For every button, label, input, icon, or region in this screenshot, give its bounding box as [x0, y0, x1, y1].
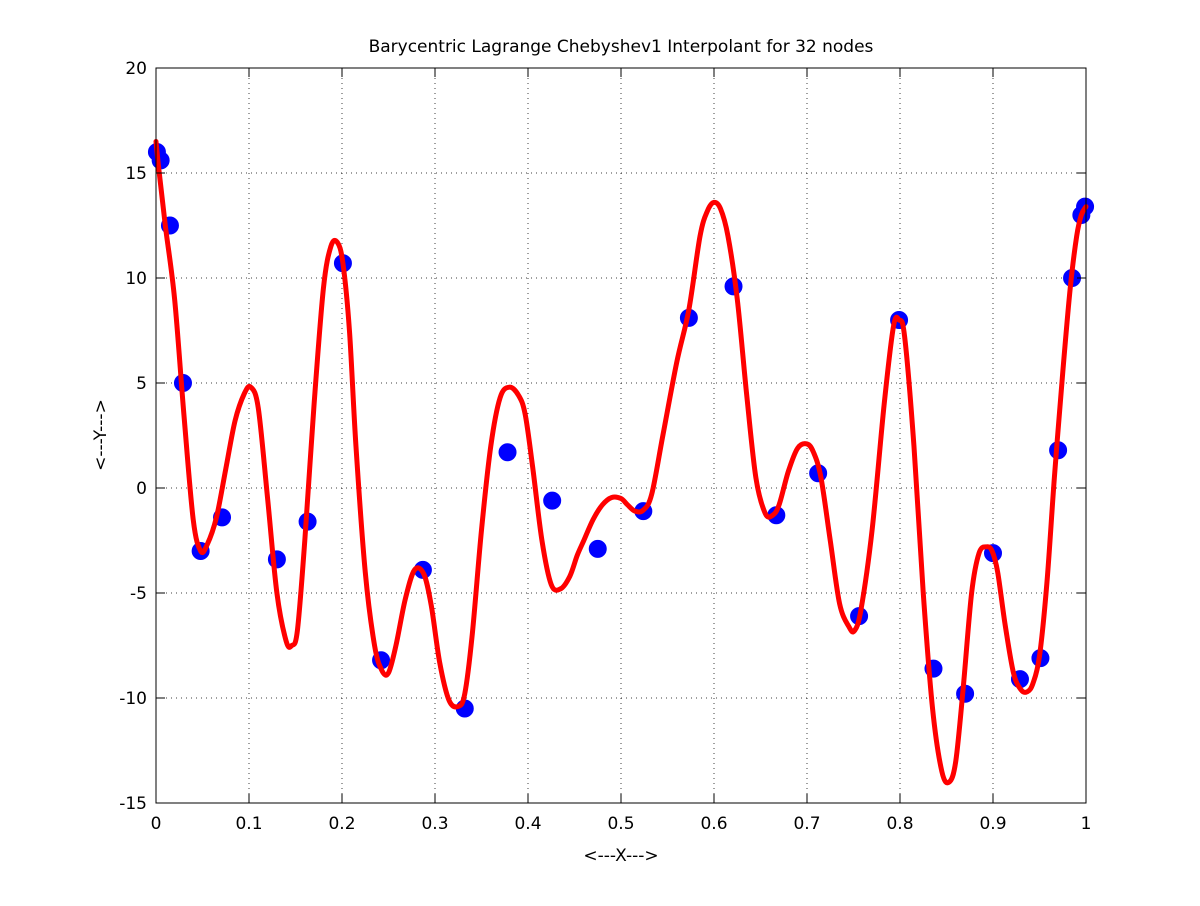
x-tick-label: 0.8	[886, 814, 913, 834]
interpolant-curve	[153, 139, 1089, 786]
y-tick-label: 0	[136, 479, 147, 499]
x-tick-label: 0.2	[328, 814, 355, 834]
x-tick-label: 0.3	[421, 814, 448, 834]
x-tick-label: 0.9	[979, 814, 1006, 834]
x-tick-label: 1	[1081, 814, 1092, 834]
y-tick-label: 5	[136, 374, 147, 394]
x-tick-label: 0.1	[235, 814, 262, 834]
x-tick-label: 0.7	[793, 814, 820, 834]
y-tick-label: -5	[130, 584, 147, 604]
x-tick-label: 0.5	[607, 814, 634, 834]
y-tick-label: -15	[119, 794, 147, 814]
chart-title: Barycentric Lagrange Chebyshev1 Interpol…	[369, 37, 874, 57]
node-marker	[588, 539, 607, 558]
x-tick-label: 0.6	[700, 814, 727, 834]
node-marker	[543, 491, 562, 510]
y-tick-label: -10	[119, 689, 147, 709]
ticks: 0 0.1 0.2 0.3 0.4 0.5 0.6 0.7 0.8 0.9 1 -15 -10 -5 0 5 1…	[119, 59, 1091, 834]
y-axis-label: <---Y--->	[91, 399, 111, 471]
interpolant-curve-layer	[153, 139, 1089, 786]
y-tick-label: 20	[125, 59, 147, 79]
node-marker	[498, 443, 517, 462]
y-tick-label: 15	[125, 164, 147, 184]
x-tick-label: 0	[151, 814, 162, 834]
x-tick-label: 0.4	[514, 814, 541, 834]
y-tick-label: 10	[125, 269, 147, 289]
x-axis-label: <---X--->	[583, 846, 658, 866]
